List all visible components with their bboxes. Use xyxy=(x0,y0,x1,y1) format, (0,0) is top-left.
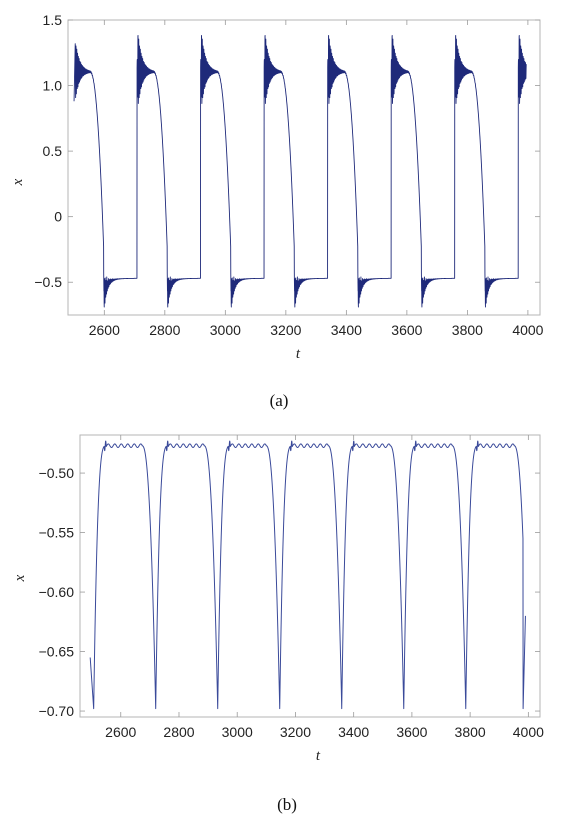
x-tick-label: 3200 xyxy=(270,322,301,338)
x-tick-label: 2600 xyxy=(89,322,120,338)
x-tick-label: 3800 xyxy=(452,322,483,338)
x-tick-label: 3600 xyxy=(391,322,422,338)
x-axis-label-a: t xyxy=(296,346,301,362)
x-tick-labels-a: 2600 2800 3000 3200 3400 3600 3800 4000 xyxy=(89,322,544,338)
y-tick-label: −0.65 xyxy=(39,644,75,660)
y-axis-label-b: x xyxy=(12,574,28,582)
x-tick-label: 3400 xyxy=(331,322,362,338)
plot-frame-a xyxy=(67,19,541,316)
y-tick-label: −0.55 xyxy=(39,525,75,541)
y-tick-label: −0.5 xyxy=(34,274,62,290)
x-tick-label: 3000 xyxy=(210,322,241,338)
x-tick-label: 4000 xyxy=(513,724,544,740)
y-tick-label: −0.50 xyxy=(39,465,75,481)
x-tick-label: 2600 xyxy=(105,724,136,740)
y-tick-label: 1.0 xyxy=(43,78,63,94)
caption-a: (a) xyxy=(270,391,289,410)
x-tick-label: 3800 xyxy=(455,724,486,740)
tick-marks-a xyxy=(68,19,540,315)
y-tick-label: 0.5 xyxy=(43,143,63,159)
x-tick-label: 3000 xyxy=(222,724,253,740)
chart-b: 2600 2800 3000 3200 3400 3600 3800 4000 −0.70−0… xyxy=(12,434,544,814)
x-tick-labels-b: 2600 2800 3000 3200 3400 3600 3800 4000 xyxy=(105,724,544,740)
x-tick-label: 3400 xyxy=(338,724,369,740)
x-tick-label: 3200 xyxy=(280,724,311,740)
y-tick-label: −0.70 xyxy=(39,703,75,719)
x-tick-label: 3600 xyxy=(396,724,427,740)
y-tick-labels-b: −0.70 −0.65 −0.60 −0.55 −0.50 xyxy=(39,465,75,719)
y-tick-labels-a: −0.5 0 0.5 1.0 1.5 xyxy=(34,12,62,290)
y-axis-label-a: x xyxy=(10,178,26,186)
y-tick-label: −0.60 xyxy=(39,584,75,600)
series-line-b xyxy=(89,440,526,710)
chart-a: 2600 2800 3000 3200 3400 3600 3800 4000 −0.5 0 0.… xyxy=(10,12,544,410)
x-tick-label: 2800 xyxy=(163,724,194,740)
tick-marks-b xyxy=(80,435,540,717)
x-tick-label: 2800 xyxy=(149,322,180,338)
y-tick-label: 1.5 xyxy=(43,12,63,28)
plot-frame-b xyxy=(79,434,541,718)
x-axis-label-b: t xyxy=(316,748,321,764)
x-tick-label: 4000 xyxy=(512,322,543,338)
series-line-a xyxy=(73,34,527,308)
y-tick-label: 0 xyxy=(54,209,62,225)
caption-b: (b) xyxy=(277,795,297,814)
